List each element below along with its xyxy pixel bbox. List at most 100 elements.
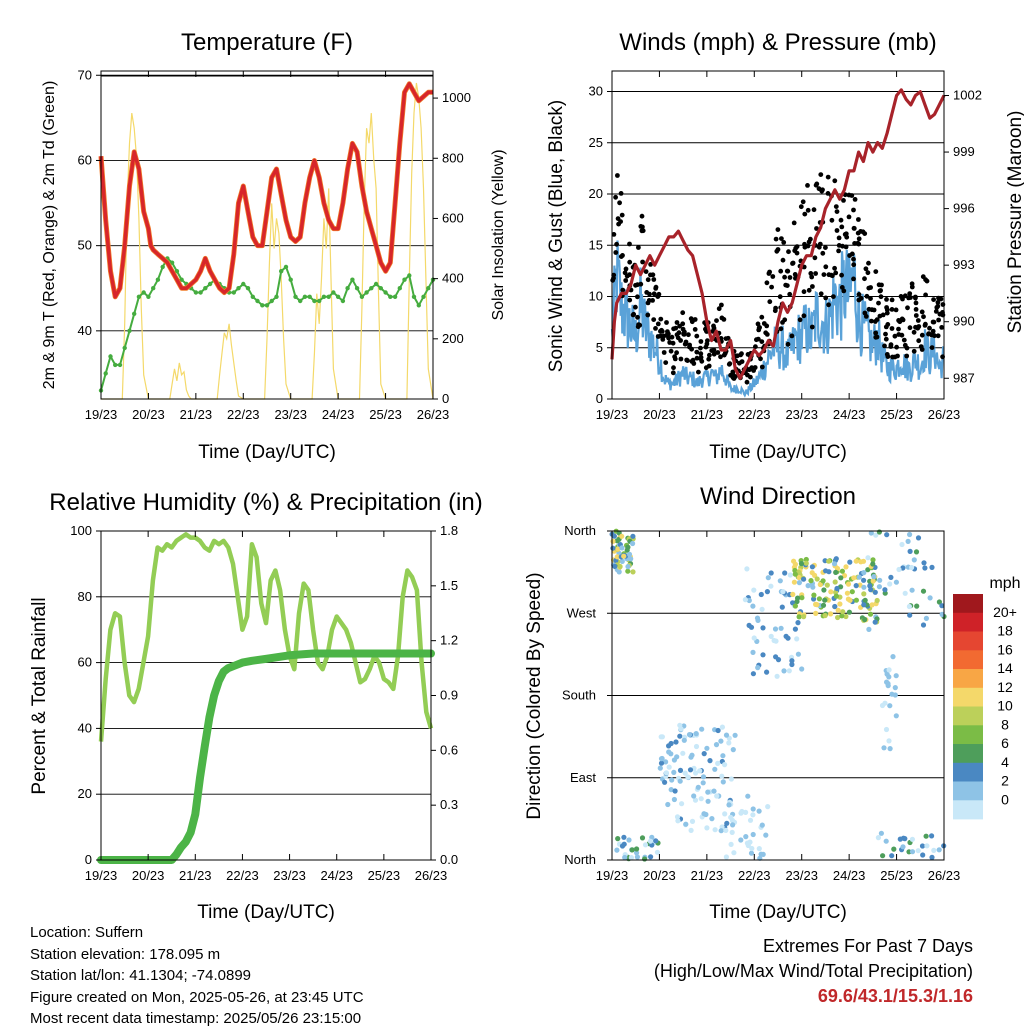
gust-point [784,283,790,288]
direction-point [939,611,945,618]
direction-point [936,599,943,605]
direction-point [939,603,945,609]
gust-point [931,319,937,325]
gust-point [932,333,937,339]
direction-point [666,749,672,755]
direction-point [873,532,879,538]
gust-point [635,294,640,300]
gust-point [923,292,928,298]
gust-point [921,314,926,320]
direction-point [625,568,631,574]
recent-timestamp: Most recent data timestamp: 2025/05/26 2… [30,1010,362,1027]
gust-point [878,288,883,293]
temperature-title: Temperature (F) [181,29,353,56]
colorbar-swatch [953,687,983,707]
humidity-xtick-label: 20/23 [132,868,165,883]
dewpoint-point [103,371,108,376]
direction-point [715,727,721,734]
gust-point [856,292,862,297]
gust-point [759,364,765,370]
direction-point [803,560,809,566]
gust-point [764,332,770,337]
direction-point [750,806,756,812]
humidity-title: Relative Humidity (%) & Precipitation (i… [49,489,482,516]
humidity-ytick-label: 20 [78,786,92,801]
direction-point [723,732,730,738]
direction-point [833,569,839,576]
direction-point [677,722,683,728]
direction-point [700,780,706,786]
direction-point [847,559,853,565]
gust-point [644,290,650,295]
colorbar-label: 14 [997,660,1013,676]
gust-point [852,197,858,202]
gust-point [823,295,829,301]
direction-point [778,625,784,631]
gust-point [868,285,873,290]
temperature-xtick-label: 26/23 [417,407,450,422]
gust-point [899,316,905,322]
direction-point [768,570,774,576]
gust-point [889,307,895,312]
direction-point [936,847,942,853]
gust-point [810,284,815,289]
direction-point [902,590,908,596]
gust-point [787,275,793,280]
direction-point [832,603,838,610]
direction-point [722,811,728,817]
direction-point [698,796,704,802]
dewpoint-point [326,294,331,299]
dewpoint-point [155,277,161,282]
gust-point [698,351,704,357]
direction-point [755,665,761,671]
direction-point [711,788,717,794]
direction-point [625,544,631,550]
direction-point [922,565,928,571]
direction-point [808,578,814,584]
dewpoint-point [359,294,365,299]
direction-ytick-label: West [567,605,597,620]
humidity-panel: Relative Humidity (%) & Precipitation (i… [29,489,483,923]
direction-point [838,575,844,581]
direction-point [789,661,795,668]
direction-point [760,625,766,631]
direction-point [653,838,659,844]
direction-point [677,733,683,739]
direction-point [751,587,757,593]
gust-point [758,356,763,362]
dewpoint-point [231,290,236,295]
dewpoint-point [122,345,127,351]
gust-point [909,284,915,290]
gust-point [805,183,810,188]
gust-point [789,333,795,339]
gust-point [933,309,939,314]
dewpoint-point [193,290,199,295]
direction-point [813,610,819,617]
figure-created: Figure created on Mon, 2025-05-26, at 23… [30,988,364,1006]
dewpoint-point [364,290,369,295]
gust-point [832,265,837,271]
gust-point [619,212,625,218]
dewpoint-point [397,286,402,291]
gust-point [673,325,679,331]
gust-point [656,291,662,297]
gust-point [913,307,919,312]
direction-point [886,667,892,673]
direction-point [693,770,699,776]
direction-point [719,773,725,779]
direction-point [929,833,935,839]
direction-xtick-label: 20/23 [643,868,676,883]
direction-point [883,838,889,844]
gust-point [692,327,698,332]
dewpoint-point [402,277,407,282]
gust-point [646,298,652,303]
gust-point [627,272,632,278]
direction-point [657,765,663,771]
direction-point [718,828,724,834]
direction-point [619,545,625,551]
direction-point [897,836,903,842]
direction-point [876,584,883,590]
direction-point [909,564,915,571]
dewpoint-point [312,298,317,304]
gust-point [615,173,620,178]
